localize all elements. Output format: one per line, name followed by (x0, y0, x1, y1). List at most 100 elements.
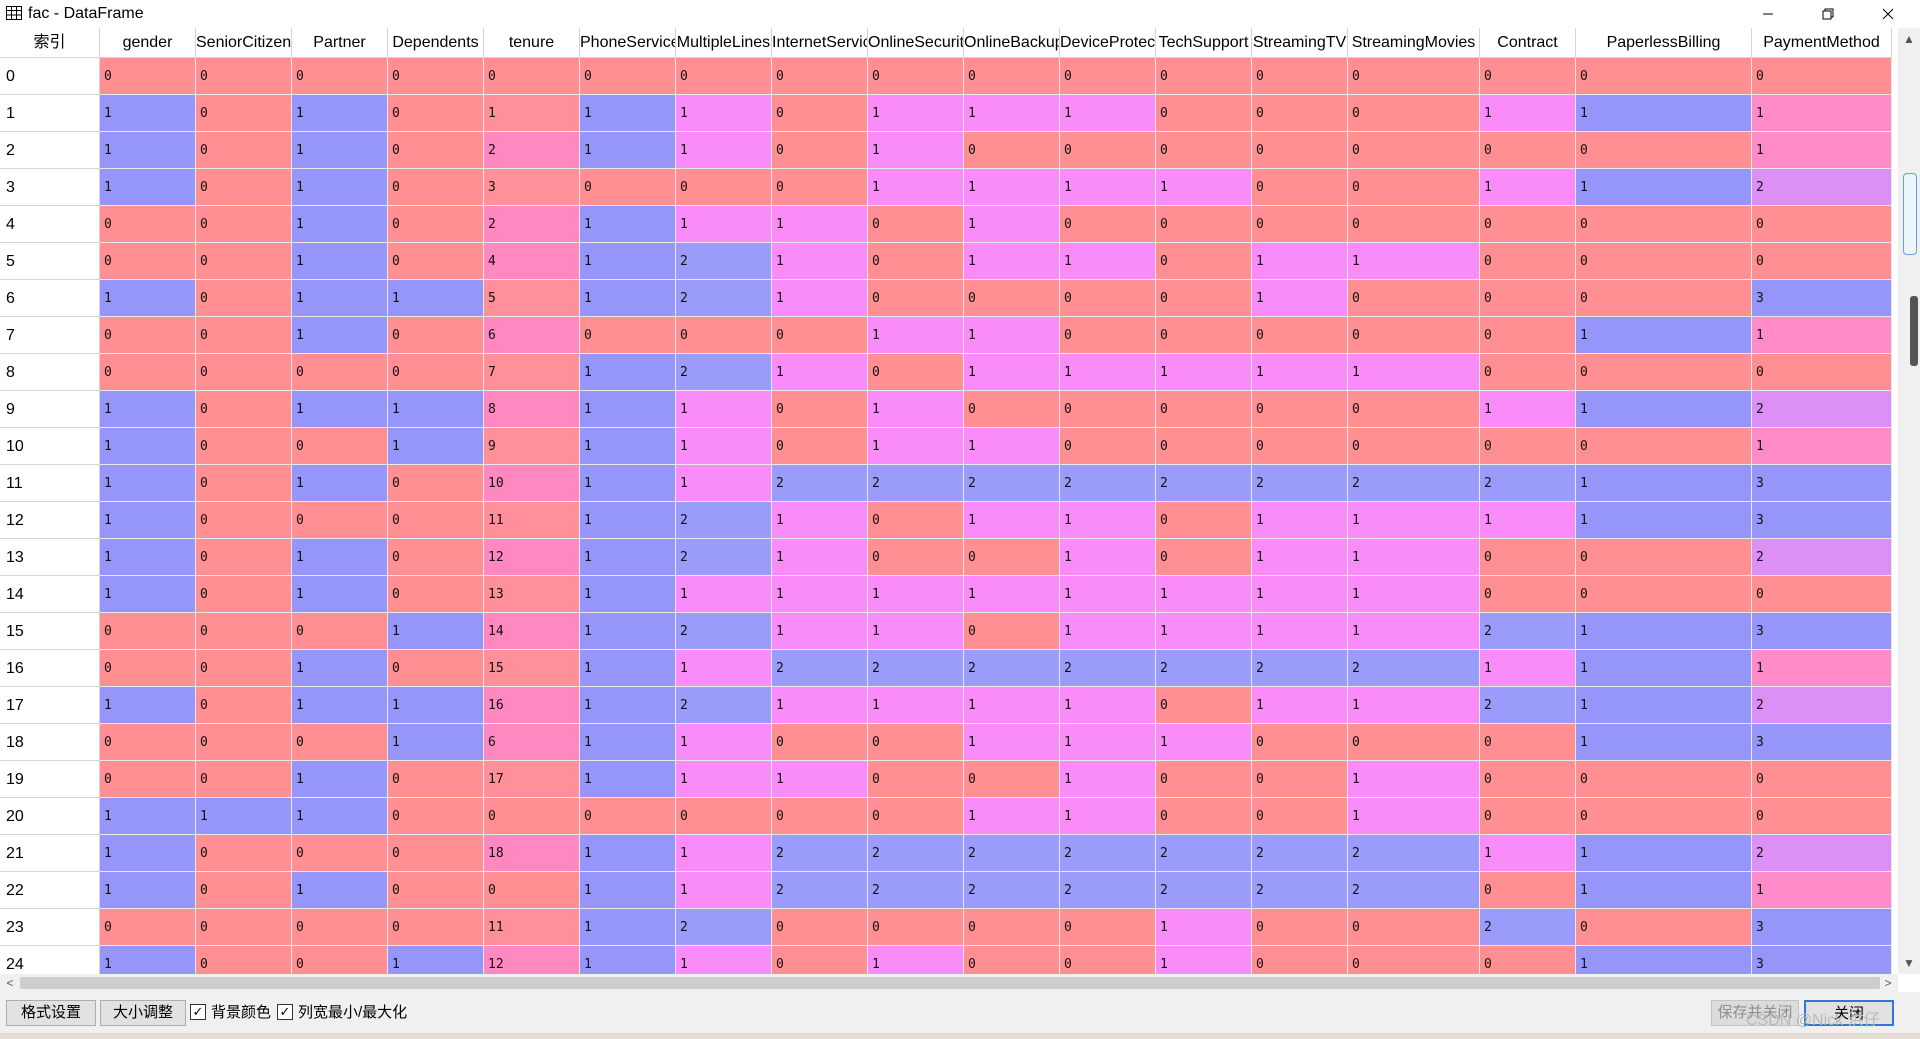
table-cell[interactable]: 10 (484, 465, 580, 502)
table-cell[interactable]: 0 (1480, 872, 1576, 909)
table-cell[interactable]: 2 (1480, 613, 1576, 650)
table-cell[interactable]: 0 (100, 58, 196, 95)
row-index[interactable]: 21 (0, 835, 100, 872)
table-cell[interactable]: 0 (580, 58, 676, 95)
table-cell[interactable]: 1 (772, 206, 868, 243)
table-cell[interactable]: 1 (676, 391, 772, 428)
table-cell[interactable]: 0 (676, 58, 772, 95)
table-cell[interactable]: 1 (1060, 613, 1156, 650)
table-cell[interactable]: 1 (868, 391, 964, 428)
table-cell[interactable]: 0 (1576, 909, 1752, 946)
table-cell[interactable]: 1 (1252, 576, 1348, 613)
table-cell[interactable]: 0 (868, 798, 964, 835)
table-cell[interactable]: 0 (772, 169, 868, 206)
table-cell[interactable]: 0 (388, 798, 484, 835)
table-cell[interactable]: 0 (1348, 132, 1480, 169)
table-cell[interactable]: 2 (676, 613, 772, 650)
scroll-up-icon[interactable]: ▲ (1903, 32, 1915, 46)
format-settings-button[interactable]: 格式设置 (6, 1000, 96, 1026)
table-cell[interactable]: 2 (1752, 687, 1892, 724)
table-cell[interactable]: 0 (196, 280, 292, 317)
table-cell[interactable]: 1 (1156, 909, 1252, 946)
table-cell[interactable]: 0 (1480, 539, 1576, 576)
close-window-button[interactable] (1860, 0, 1916, 28)
table-cell[interactable]: 1 (580, 724, 676, 761)
table-cell[interactable]: 2 (772, 650, 868, 687)
row-index[interactable]: 10 (0, 428, 100, 465)
table-cell[interactable]: 1 (100, 391, 196, 428)
table-cell[interactable]: 14 (484, 613, 580, 650)
table-cell[interactable]: 1 (1576, 613, 1752, 650)
table-cell[interactable]: 0 (868, 206, 964, 243)
table-cell[interactable]: 2 (484, 132, 580, 169)
table-cell[interactable]: 2 (1752, 169, 1892, 206)
table-cell[interactable]: 1 (580, 909, 676, 946)
table-cell[interactable]: 2 (1480, 909, 1576, 946)
table-cell[interactable]: 1 (1576, 835, 1752, 872)
table-cell[interactable]: 1 (580, 576, 676, 613)
table-cell[interactable]: 1 (292, 280, 388, 317)
table-cell[interactable]: 0 (1576, 354, 1752, 391)
table-cell[interactable]: 3 (484, 169, 580, 206)
table-cell[interactable]: 1 (580, 539, 676, 576)
table-cell[interactable]: 0 (868, 502, 964, 539)
table-cell[interactable]: 0 (196, 317, 292, 354)
table-cell[interactable]: 0 (292, 909, 388, 946)
table-cell[interactable]: 1 (868, 132, 964, 169)
table-cell[interactable]: 0 (964, 391, 1060, 428)
table-cell[interactable]: 1 (868, 576, 964, 613)
column-header-contract[interactable]: Contract (1480, 28, 1576, 58)
table-cell[interactable]: 0 (868, 243, 964, 280)
table-cell[interactable]: 0 (1348, 724, 1480, 761)
table-cell[interactable]: 0 (388, 909, 484, 946)
table-cell[interactable]: 0 (1348, 58, 1480, 95)
table-cell[interactable]: 0 (388, 95, 484, 132)
table-cell[interactable]: 1 (1252, 613, 1348, 650)
table-cell[interactable]: 1 (580, 650, 676, 687)
table-cell[interactable]: 1 (292, 872, 388, 909)
table-cell[interactable]: 1 (676, 576, 772, 613)
table-cell[interactable]: 0 (196, 58, 292, 95)
table-cell[interactable]: 0 (100, 613, 196, 650)
table-cell[interactable]: 0 (772, 909, 868, 946)
table-cell[interactable]: 2 (676, 354, 772, 391)
table-cell[interactable]: 1 (772, 687, 868, 724)
row-index[interactable]: 12 (0, 502, 100, 539)
table-cell[interactable]: 1 (1060, 502, 1156, 539)
table-cell[interactable]: 0 (388, 761, 484, 798)
row-index[interactable]: 4 (0, 206, 100, 243)
table-cell[interactable]: 1 (1480, 835, 1576, 872)
table-cell[interactable]: 1 (100, 465, 196, 502)
table-cell[interactable]: 1 (868, 613, 964, 650)
table-cell[interactable]: 0 (1576, 576, 1752, 613)
table-cell[interactable]: 0 (388, 539, 484, 576)
table-cell[interactable]: 1 (1576, 687, 1752, 724)
table-cell[interactable]: 1 (1348, 798, 1480, 835)
table-cell[interactable]: 2 (772, 835, 868, 872)
table-cell[interactable]: 0 (1480, 354, 1576, 391)
table-cell[interactable]: 1 (580, 761, 676, 798)
table-cell[interactable]: 0 (196, 946, 292, 974)
table-cell[interactable]: 0 (1252, 206, 1348, 243)
table-cell[interactable]: 0 (196, 613, 292, 650)
table-cell[interactable]: 2 (484, 206, 580, 243)
table-cell[interactable]: 0 (1252, 761, 1348, 798)
table-cell[interactable]: 1 (388, 687, 484, 724)
table-cell[interactable]: 1 (388, 946, 484, 974)
table-cell[interactable]: 2 (1252, 872, 1348, 909)
table-cell[interactable]: 1 (868, 95, 964, 132)
table-cell[interactable]: 1 (1480, 391, 1576, 428)
table-cell[interactable]: 2 (676, 502, 772, 539)
table-cell[interactable]: 0 (1576, 761, 1752, 798)
table-cell[interactable]: 0 (100, 206, 196, 243)
table-cell[interactable]: 0 (1252, 132, 1348, 169)
table-cell[interactable]: 0 (1348, 317, 1480, 354)
table-cell[interactable]: 0 (1156, 95, 1252, 132)
table-cell[interactable]: 1 (580, 132, 676, 169)
table-cell[interactable]: 0 (964, 58, 1060, 95)
table-cell[interactable]: 0 (196, 872, 292, 909)
table-cell[interactable]: 1 (580, 872, 676, 909)
table-cell[interactable]: 2 (964, 835, 1060, 872)
table-cell[interactable]: 1 (580, 428, 676, 465)
table-cell[interactable]: 0 (1252, 95, 1348, 132)
